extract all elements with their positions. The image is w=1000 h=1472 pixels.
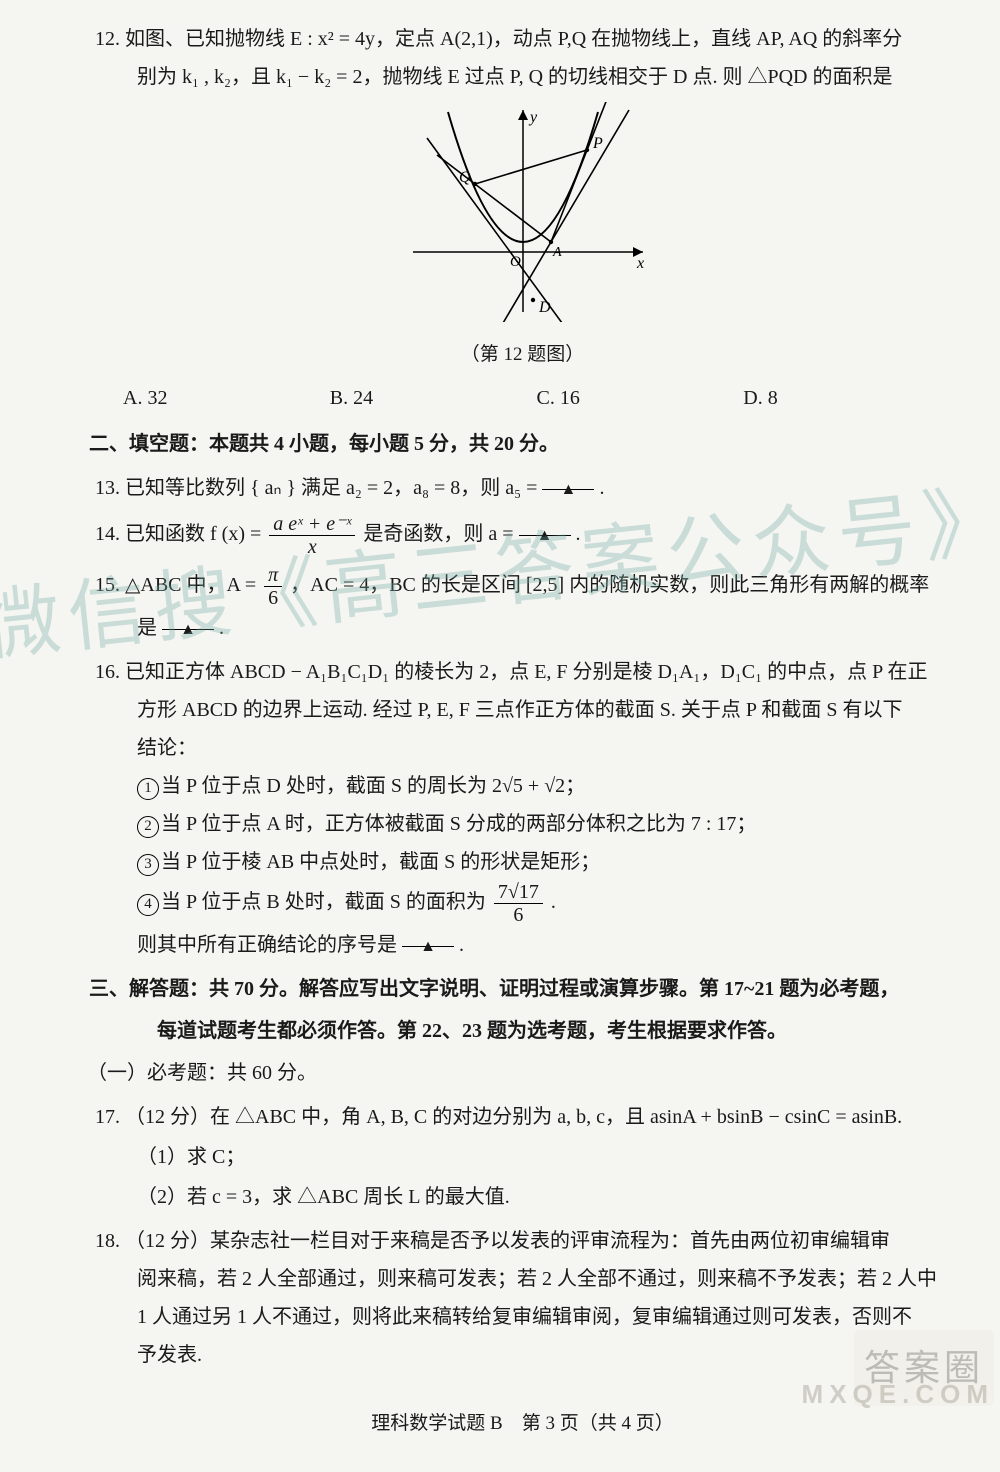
question-14: 14. 已知函数 f (x) = a eˣ + e⁻ˣ x 是奇函数，则 a =… [95,513,950,558]
section-3-sub1: （一）必考题：共 60 分。 [87,1054,950,1092]
q16-line1: 已知正方体 ABCD − A₁B₁C₁D₁ 的棱长为 2，点 E, F 分别是棱… [125,661,927,683]
q15-blank: ▲ [162,609,214,630]
q15-line2: 是 ▲ . [95,609,950,647]
q12-figure: y x P Q A O D [95,102,950,335]
question-15: 15. △ABC 中，A = π 6 ，AC = 4，BC 的长是区间 [2,5… [95,564,950,647]
exam-page: 12. 如图、已知抛物线 E : x² = 4y，定点 A(2,1)，动点 P,… [0,0,1000,1472]
svg-text:O: O [510,254,521,270]
question-18: 18. （12 分）某杂志社一栏目对于来稿是否予以发表的评审流程为：首先由两位初… [95,1222,950,1374]
q13-tail: . [599,477,604,499]
option-d: D. 8 [743,379,950,417]
q17-sub1: （1）求 C； [95,1138,950,1176]
option-a: A. 32 [123,379,330,417]
question-13: 13. 已知等比数列 { aₙ } 满足 a₂ = 2，a₈ = 8，则 a₅ … [95,469,950,507]
svg-text:x: x [636,255,644,272]
q15-fraction: π 6 [264,564,282,609]
q16-num: 16. [95,661,120,683]
q15-num: 15. [95,574,120,596]
q18-line2: 阅来稿，若 2 人全部通过，则来稿可发表；若 2 人全部不通过，则来稿不予发表；… [95,1260,950,1298]
q15-text-a: △ABC 中，A = [125,574,261,596]
option-c: C. 16 [537,379,744,417]
q18-line3: 1 人通过另 1 人不通过，则将此来稿转给复审编辑审阅，复审编辑通过则可发表，否… [95,1298,950,1336]
q13-num: 13. [95,477,120,499]
circled-4: 4 [137,894,159,916]
q14-num: 14. [95,523,120,545]
q12-line2: 别为 k₁ , k₂，且 k₁ − k₂ = 2，抛物线 E 过点 P, Q 的… [95,58,950,96]
q16-item1: 1当 P 位于点 D 处时，截面 S 的周长为 2√5 + √2； [95,767,950,805]
q16-line2: 方形 ABCD 的边界上运动. 经过 P, E, F 三点作正方体的截面 S. … [95,691,950,729]
q18-line4: 予发表. [95,1336,950,1374]
q18-line1: （12 分）某杂志社一栏目对于来稿是否予以发表的评审流程为：首先由两位初审编辑审 [125,1230,890,1252]
q16-item4-frac: 7√17 6 [494,881,543,926]
q12-num: 12. [95,28,120,50]
question-16: 16. 已知正方体 ABCD − A₁B₁C₁D₁ 的棱长为 2，点 E, F … [95,653,950,964]
q14-blank: ▲ [519,515,571,536]
q14-text-b: 是奇函数，则 a = [363,523,518,545]
q16-item3: 3当 P 位于棱 AB 中点处时，截面 S 的形状是矩形； [95,843,950,881]
q14-text-a: 已知函数 f (x) = [125,523,266,545]
q12-figure-caption: （第 12 题图） [95,337,950,373]
circled-1: 1 [137,778,159,800]
q12-line1: 如图、已知抛物线 E : x² = 4y，定点 A(2,1)，动点 P,Q 在抛… [125,28,902,50]
q17-line1: （12 分）在 △ABC 中，角 A, B, C 的对边分别为 a, b, c，… [125,1106,902,1128]
svg-text:y: y [528,109,538,126]
circled-2: 2 [137,816,159,838]
q14-fraction: a eˣ + e⁻ˣ x [269,513,355,558]
svg-text:P: P [592,135,603,152]
parabola-diagram: y x P Q A O D [393,102,653,322]
svg-text:D: D [538,299,551,316]
q16-line3: 结论： [95,729,950,767]
section-2-head: 二、填空题：本题共 4 小题，每小题 5 分，共 20 分。 [89,425,950,463]
option-b: B. 24 [330,379,537,417]
q16-item4: 4当 P 位于点 B 处时，截面 S 的面积为 7√17 6 . [95,881,950,926]
section-3-head2: 每道试题考生都必须作答。第 22、23 题为选考题，考生根据要求作答。 [115,1012,950,1050]
circled-3: 3 [137,854,159,876]
q14-tail: . [576,523,581,545]
q17-sub2: （2）若 c = 3，求 △ABC 周长 L 的最大值. [95,1178,950,1216]
question-17: 17. （12 分）在 △ABC 中，角 A, B, C 的对边分别为 a, b… [95,1098,950,1216]
q13-text: 已知等比数列 { aₙ } 满足 a₂ = 2，a₈ = 8，则 a₅ = [125,477,542,499]
q16-item2: 2当 P 位于点 A 时，正方体被截面 S 分成的两部分体积之比为 7 : 17… [95,805,950,843]
svg-text:Q: Q [459,169,471,186]
q16-conclusion: 则其中所有正确结论的序号是 ▲ . [95,926,950,964]
q17-num: 17. [95,1106,120,1128]
svg-text:A: A [552,245,562,260]
page-footer: 理科数学试题 B 第 3 页（共 4 页） [95,1406,950,1442]
question-12: 12. 如图、已知抛物线 E : x² = 4y，定点 A(2,1)，动点 P,… [95,20,950,96]
q12-options: A. 32 B. 24 C. 16 D. 8 [123,379,950,417]
q13-blank: ▲ [542,469,594,490]
q16-blank: ▲ [402,926,454,947]
q18-num: 18. [95,1230,120,1252]
section-3-head: 三、解答题：共 70 分。解答应写出文字说明、证明过程或演算步骤。第 17~21… [89,970,950,1008]
q15-text-b: ，AC = 4，BC 的长是区间 [2,5] 内的随机实数，则此三角形有两解的概… [290,574,929,596]
